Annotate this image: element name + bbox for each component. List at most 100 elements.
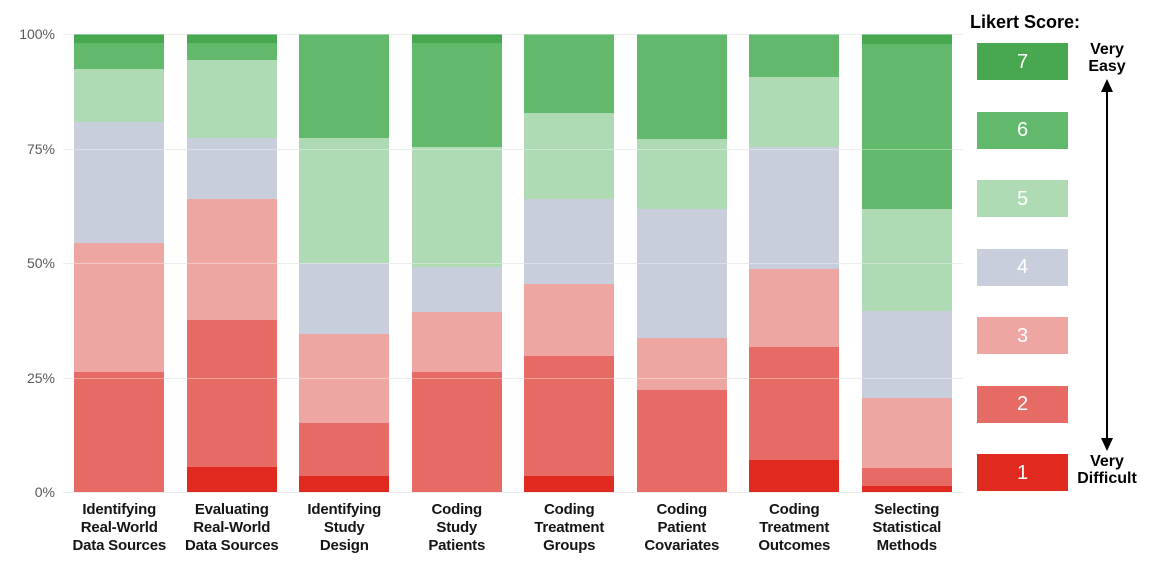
bar-coding-treatment-groups <box>524 34 615 492</box>
bar-segment-score-5 <box>186 60 277 138</box>
x-axis-category-label-identifying-real-world-data-sources: Identifying Real-World Data Sources <box>63 501 176 555</box>
gridline-0 <box>63 492 963 493</box>
bar-coding-study-patients <box>411 34 502 492</box>
gridline-75 <box>63 148 963 150</box>
gridline-overlay-0 <box>63 492 963 493</box>
bar-selecting-statistical-methods <box>861 34 952 492</box>
legend-score-label: 4 <box>1016 256 1029 278</box>
x-axis-category-label-identifying-study-design: Identifying Study Design <box>288 501 401 555</box>
x-axis-label-line: Coding <box>431 501 483 518</box>
bar-segment-score-4 <box>299 263 390 335</box>
x-axis-category-label-coding-treatment-outcomes: Coding Treatment Outcomes <box>738 501 851 555</box>
x-axis-label-line: Selecting <box>874 501 940 518</box>
gridline-100 <box>63 34 963 35</box>
x-axis-label-line: Study <box>436 519 478 536</box>
x-axis-label-line: Outcomes <box>758 537 831 554</box>
bar-slot <box>513 34 626 492</box>
bar-segment-score-2 <box>636 389 727 492</box>
bar-segment-score-4 <box>636 208 727 339</box>
x-axis-label-line: Groups <box>543 537 596 554</box>
x-axis-label-line: Coding <box>769 501 820 518</box>
x-axis-category-label-coding-study-patients: Coding Study Patients <box>401 501 514 555</box>
x-axis-label-line: Evaluating <box>194 501 269 518</box>
bar-segment-score-6 <box>299 34 390 138</box>
bar-segment-score-5 <box>524 112 615 200</box>
gridline-overlay-25 <box>63 377 963 379</box>
bar-segment-score-4 <box>861 310 952 398</box>
legend-score-label: 5 <box>1016 187 1029 210</box>
x-axis-label-line: Identifying <box>307 501 382 518</box>
gridline-overlay-100 <box>63 34 963 35</box>
bar-segment-score-7 <box>74 34 165 44</box>
x-axis-label-line: Treatment <box>534 519 605 536</box>
bar-identifying-study-design <box>299 34 390 492</box>
legend-item-score-6: 6 <box>977 111 1068 149</box>
y-axis-tick-label: 0% <box>34 484 55 500</box>
bar-segment-score-3 <box>524 284 615 356</box>
gridline-overlay-75 <box>63 148 963 150</box>
bar-segment-score-3 <box>411 311 502 373</box>
x-axis-category-label-coding-patient-covariates: Coding Patient Covariates <box>626 501 739 555</box>
bar-slot <box>401 34 514 492</box>
bar-segment-score-3 <box>749 269 840 348</box>
bar-segment-score-4 <box>411 266 502 312</box>
very-difficult-line1: Very <box>1090 453 1124 470</box>
x-axis: Identifying Real-World Data Sources Evaluat… <box>63 501 963 555</box>
legend-score-label: 7 <box>1016 50 1029 73</box>
bar-slot <box>738 34 851 492</box>
bar-segment-score-2 <box>74 372 165 492</box>
legend-score-label: 6 <box>1016 119 1029 141</box>
x-axis-label-line: Coding <box>544 501 595 518</box>
y-axis-tick-label: 75% <box>26 140 55 157</box>
y-axis-tick-label: 100% <box>19 26 55 42</box>
bar-segment-score-2 <box>749 347 840 460</box>
bar-segment-score-6 <box>524 34 615 113</box>
bar-segment-score-2 <box>411 372 502 492</box>
bar-segment-score-3 <box>636 338 727 390</box>
bar-segment-score-4 <box>186 138 277 199</box>
x-axis-label-line: Real-World <box>193 519 271 536</box>
bar-segment-score-6 <box>861 43 952 209</box>
bar-segment-score-1 <box>749 459 840 492</box>
very-difficult-label: Very Difficult <box>1074 453 1140 487</box>
x-axis-label-line: Treatment <box>759 519 830 536</box>
bar-segment-score-5 <box>411 146 502 267</box>
bar-slot <box>626 34 739 492</box>
bar-segment-score-5 <box>636 139 727 209</box>
x-axis-category-label-coding-treatment-groups: Coding Treatment Groups <box>513 501 626 555</box>
gridline-50 <box>63 263 963 264</box>
legend-item-score-5: 5 <box>977 180 1068 217</box>
x-axis-label-line: Statistical <box>872 519 942 536</box>
x-axis-label-line: Identifying <box>82 501 157 518</box>
legend-score-label: 3 <box>1016 324 1029 347</box>
bar-slot <box>851 34 964 492</box>
bar-coding-patient-covariates <box>636 34 727 492</box>
bar-segment-score-4 <box>524 199 615 285</box>
bar-segment-score-2 <box>299 423 390 477</box>
x-axis-label-line: Coding <box>656 501 708 518</box>
x-axis-label-line: Data Sources <box>72 537 167 554</box>
y-axis: 0% 25% 50% 75% 100% <box>0 0 55 572</box>
very-easy-line2: Easy <box>1088 58 1126 75</box>
difficulty-arrow-icon <box>1097 78 1117 452</box>
bar-segment-score-1 <box>299 476 390 492</box>
x-axis-label-line: Patients <box>428 537 486 554</box>
legend-score-label: 1 <box>1016 461 1029 484</box>
legend-item-score-3: 3 <box>977 317 1068 354</box>
bar-coding-treatment-outcomes <box>749 34 840 492</box>
bar-segment-score-7 <box>411 34 502 43</box>
x-axis-label-line: Patient <box>657 519 707 536</box>
bar-segment-score-1 <box>186 466 277 492</box>
very-easy-line1: Very <box>1090 41 1124 58</box>
bar-segment-score-4 <box>749 146 840 270</box>
x-axis-label-line: Methods <box>876 537 937 554</box>
gridline-overlay-50 <box>63 263 963 264</box>
bar-segment-score-6 <box>636 34 727 140</box>
bar-segment-score-5 <box>74 69 165 122</box>
bar-segment-score-5 <box>749 77 840 147</box>
bar-segment-score-6 <box>186 43 277 61</box>
bar-segment-score-1 <box>524 476 615 492</box>
bar-segment-score-6 <box>749 34 840 78</box>
x-axis-label-line: Real-World <box>80 519 158 536</box>
legend-item-score-4: 4 <box>977 248 1068 286</box>
